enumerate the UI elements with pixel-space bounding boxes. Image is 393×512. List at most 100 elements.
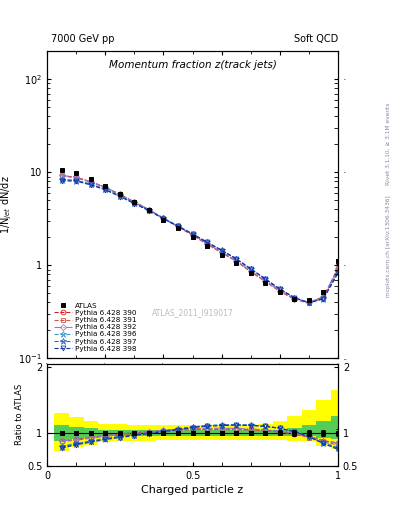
- Text: 7000 GeV pp: 7000 GeV pp: [51, 33, 115, 44]
- Pythia 6.428 390: [190, 232, 195, 238]
- Pythia 6.428 390: [219, 249, 224, 255]
- Pythia 6.428 391: [59, 173, 64, 179]
- Pythia 6.428 392: [263, 278, 268, 284]
- Text: Soft QCD: Soft QCD: [294, 33, 338, 44]
- Pythia 6.428 398: [321, 296, 326, 302]
- Pythia 6.428 398: [59, 178, 64, 184]
- Text: mcplots.cern.ch [arXiv:1306.3436]: mcplots.cern.ch [arXiv:1306.3436]: [386, 195, 391, 296]
- Line: Pythia 6.428 391: Pythia 6.428 391: [59, 174, 340, 306]
- Pythia 6.428 390: [59, 173, 64, 179]
- Pythia 6.428 397: [321, 296, 326, 302]
- Pythia 6.428 391: [147, 207, 151, 213]
- Y-axis label: 1/N$_{jet}$ dN/dz: 1/N$_{jet}$ dN/dz: [0, 176, 14, 234]
- Pythia 6.428 397: [147, 207, 151, 214]
- Pythia 6.428 396: [190, 231, 195, 237]
- Pythia 6.428 392: [118, 191, 122, 198]
- Pythia 6.428 397: [263, 276, 268, 282]
- Pythia 6.428 391: [248, 269, 253, 275]
- Pythia 6.428 398: [277, 286, 282, 292]
- Pythia 6.428 390: [88, 179, 93, 185]
- Pythia 6.428 398: [263, 276, 268, 282]
- Pythia 6.428 390: [161, 216, 166, 222]
- Pythia 6.428 396: [277, 286, 282, 292]
- Pythia 6.428 398: [88, 182, 93, 188]
- Pythia 6.428 392: [147, 206, 151, 212]
- Pythia 6.428 396: [176, 223, 180, 229]
- Pythia 6.428 398: [176, 223, 180, 229]
- Pythia 6.428 390: [292, 296, 297, 302]
- Pythia 6.428 390: [321, 294, 326, 300]
- Pythia 6.428 391: [234, 259, 239, 265]
- Pythia 6.428 396: [103, 186, 108, 192]
- Pythia 6.428 390: [147, 206, 151, 212]
- Pythia 6.428 392: [59, 173, 64, 179]
- Pythia 6.428 392: [161, 215, 166, 221]
- Pythia 6.428 397: [103, 186, 108, 193]
- Pythia 6.428 397: [292, 294, 297, 301]
- Pythia 6.428 391: [292, 296, 297, 303]
- Pythia 6.428 392: [234, 258, 239, 264]
- Pythia 6.428 391: [132, 199, 137, 205]
- Pythia 6.428 390: [307, 300, 311, 306]
- Pythia 6.428 398: [219, 247, 224, 253]
- Line: Pythia 6.428 396: Pythia 6.428 396: [58, 176, 342, 306]
- Pythia 6.428 396: [118, 193, 122, 199]
- Pythia 6.428 398: [292, 294, 297, 301]
- Pythia 6.428 397: [190, 231, 195, 237]
- Pythia 6.428 398: [234, 255, 239, 262]
- Pythia 6.428 391: [74, 175, 79, 181]
- Pythia 6.428 390: [103, 184, 108, 190]
- Pythia 6.428 396: [336, 268, 340, 274]
- Pythia 6.428 391: [336, 266, 340, 272]
- Text: ATLAS_2011_I919017: ATLAS_2011_I919017: [152, 308, 233, 317]
- Pythia 6.428 397: [219, 247, 224, 253]
- Pythia 6.428 397: [205, 239, 209, 245]
- Pythia 6.428 398: [132, 201, 137, 207]
- Pythia 6.428 397: [176, 223, 180, 229]
- Line: Pythia 6.428 398: Pythia 6.428 398: [59, 179, 340, 305]
- Pythia 6.428 397: [88, 181, 93, 187]
- Pythia 6.428 397: [234, 255, 239, 262]
- Pythia 6.428 390: [205, 241, 209, 247]
- Pythia 6.428 390: [176, 223, 180, 229]
- Pythia 6.428 392: [277, 288, 282, 294]
- Pythia 6.428 391: [176, 224, 180, 230]
- Pythia 6.428 391: [88, 179, 93, 185]
- Pythia 6.428 396: [248, 266, 253, 272]
- Pythia 6.428 398: [161, 216, 166, 222]
- Pythia 6.428 397: [336, 269, 340, 275]
- Pythia 6.428 396: [263, 276, 268, 282]
- Pythia 6.428 390: [118, 191, 122, 198]
- Pythia 6.428 392: [219, 249, 224, 255]
- Pythia 6.428 392: [336, 265, 340, 271]
- Pythia 6.428 391: [219, 250, 224, 256]
- Pythia 6.428 397: [74, 178, 79, 184]
- Pythia 6.428 392: [292, 295, 297, 302]
- Pythia 6.428 396: [88, 181, 93, 187]
- Pythia 6.428 398: [190, 231, 195, 237]
- Pythia 6.428 397: [248, 266, 253, 272]
- Y-axis label: Ratio to ATLAS: Ratio to ATLAS: [15, 384, 24, 445]
- Pythia 6.428 397: [307, 300, 311, 306]
- Pythia 6.428 391: [263, 279, 268, 285]
- Pythia 6.428 396: [161, 216, 166, 222]
- Pythia 6.428 391: [321, 295, 326, 301]
- Text: Rivet 3.1.10, ≥ 3.1M events: Rivet 3.1.10, ≥ 3.1M events: [386, 102, 391, 184]
- Pythia 6.428 397: [118, 193, 122, 199]
- Pythia 6.428 392: [248, 268, 253, 274]
- Pythia 6.428 397: [277, 286, 282, 292]
- Pythia 6.428 398: [74, 178, 79, 184]
- Pythia 6.428 396: [307, 300, 311, 306]
- Pythia 6.428 392: [74, 174, 79, 180]
- Pythia 6.428 390: [74, 174, 79, 180]
- Pythia 6.428 398: [248, 266, 253, 272]
- Pythia 6.428 398: [205, 240, 209, 246]
- Pythia 6.428 396: [321, 295, 326, 302]
- Pythia 6.428 391: [118, 192, 122, 198]
- Pythia 6.428 391: [277, 288, 282, 294]
- Pythia 6.428 398: [336, 270, 340, 276]
- Pythia 6.428 391: [205, 241, 209, 247]
- Pythia 6.428 398: [118, 194, 122, 200]
- Pythia 6.428 398: [307, 300, 311, 306]
- Pythia 6.428 398: [103, 187, 108, 193]
